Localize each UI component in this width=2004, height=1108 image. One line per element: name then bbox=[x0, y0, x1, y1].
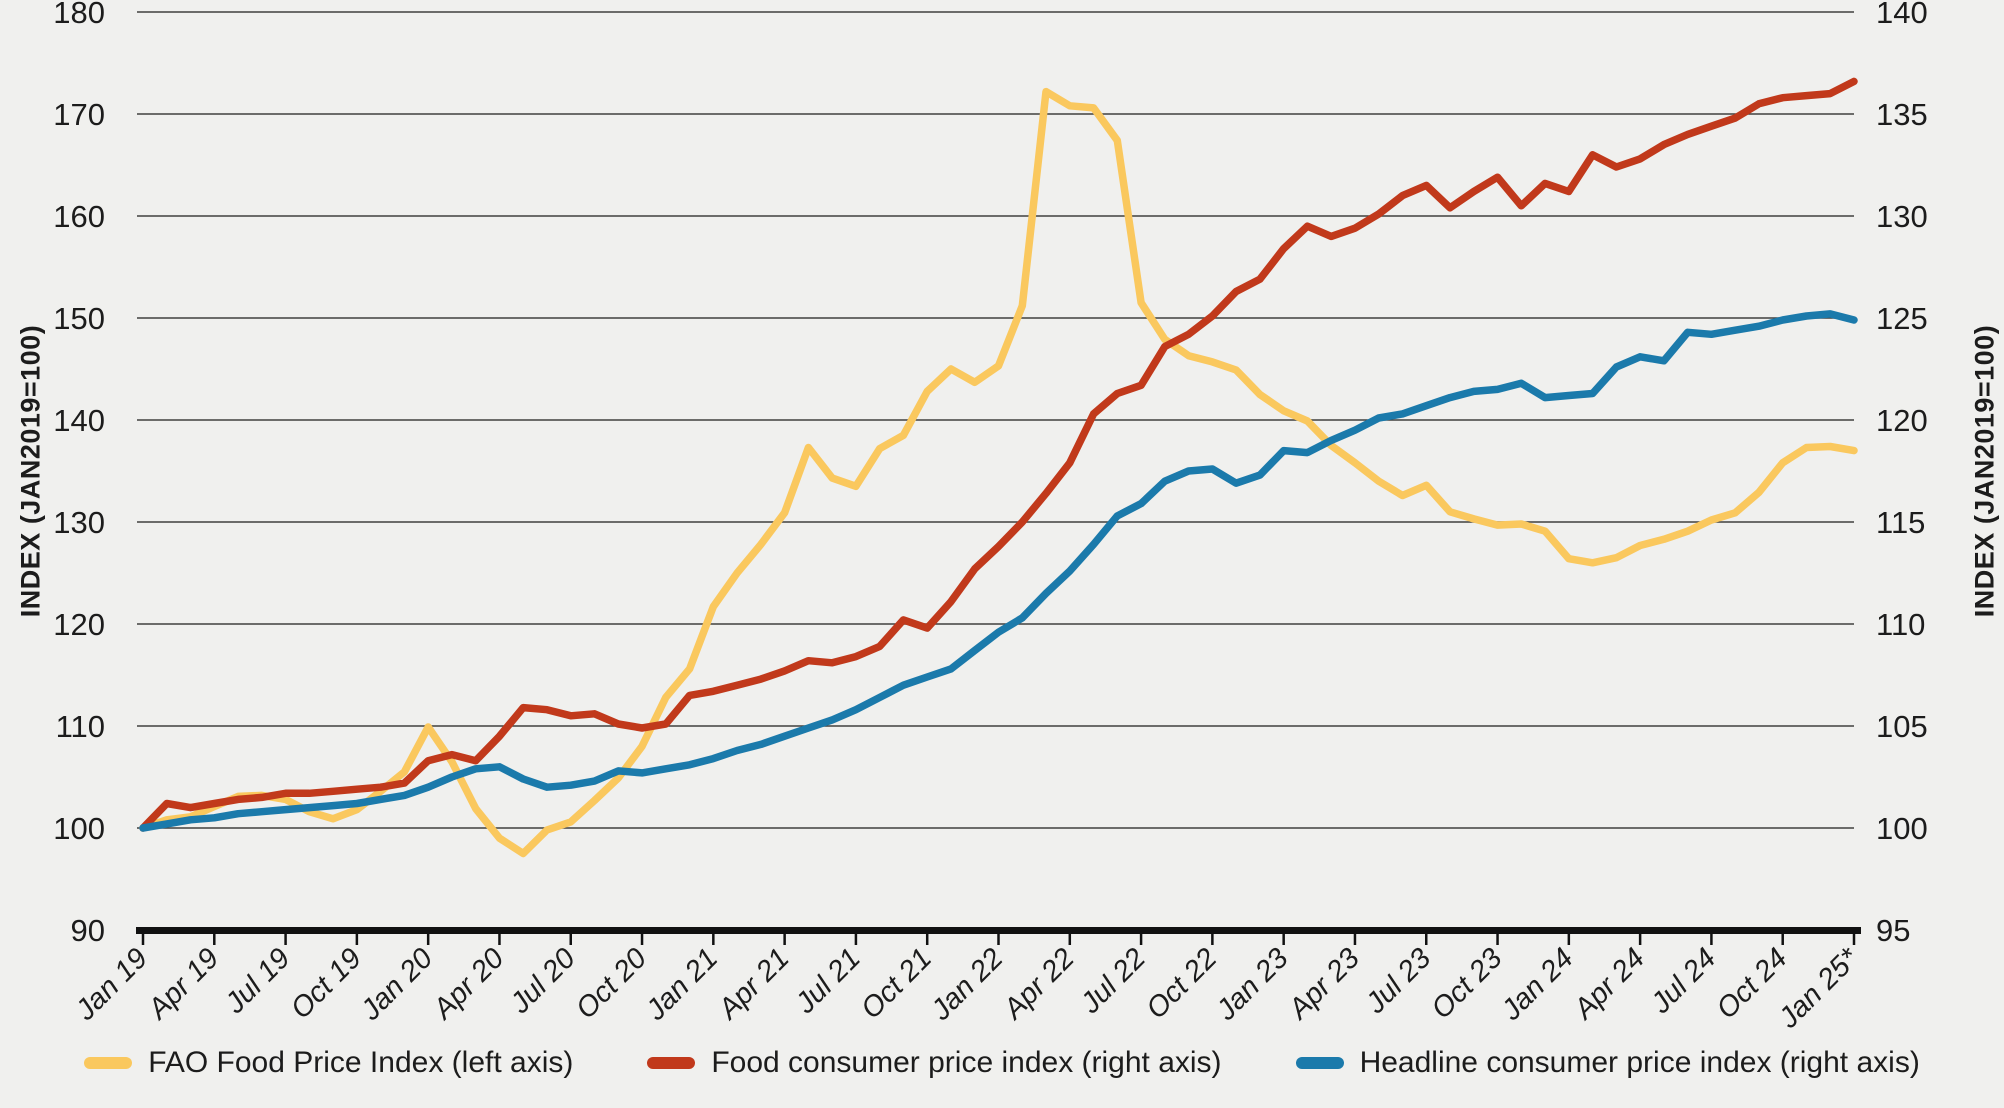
svg-text:Jan 19: Jan 19 bbox=[69, 942, 154, 1027]
svg-text:Apr 20: Apr 20 bbox=[426, 942, 510, 1026]
svg-text:Jul 20: Jul 20 bbox=[504, 942, 582, 1020]
svg-text:180: 180 bbox=[53, 0, 105, 30]
svg-text:Jul 22: Jul 22 bbox=[1074, 942, 1152, 1020]
headline-consumer-price-index-swatch bbox=[1295, 1057, 1344, 1069]
svg-text:100: 100 bbox=[53, 811, 105, 846]
svg-text:120: 120 bbox=[1876, 403, 1928, 438]
legend-label: Headline consumer price index (right axi… bbox=[1359, 1046, 1920, 1079]
x-axis-line bbox=[136, 927, 1861, 934]
svg-text:Apr 19: Apr 19 bbox=[141, 942, 225, 1026]
svg-text:Apr 23: Apr 23 bbox=[1281, 942, 1365, 1026]
svg-text:Jan 24: Jan 24 bbox=[1495, 942, 1580, 1027]
left-axis-title: INDEX (JAN2019=100) bbox=[15, 324, 46, 618]
svg-text:Apr 22: Apr 22 bbox=[996, 942, 1080, 1026]
svg-text:120: 120 bbox=[53, 607, 105, 642]
series-line-headline-consumer-price-index-right-axis bbox=[139, 310, 1858, 832]
svg-text:170: 170 bbox=[53, 97, 105, 132]
svg-text:Jul 24: Jul 24 bbox=[1644, 942, 1722, 1020]
svg-text:Jul 19: Jul 19 bbox=[218, 942, 296, 1020]
svg-text:135: 135 bbox=[1876, 97, 1928, 132]
svg-text:Oct 20: Oct 20 bbox=[570, 942, 653, 1025]
svg-text:Jan 20: Jan 20 bbox=[354, 942, 439, 1027]
svg-text:Oct 21: Oct 21 bbox=[855, 942, 938, 1025]
svg-text:Oct 22: Oct 22 bbox=[1140, 942, 1223, 1025]
svg-text:Jan 21: Jan 21 bbox=[639, 942, 724, 1027]
svg-text:Jul 21: Jul 21 bbox=[789, 942, 867, 1020]
legend-item-food-consumer-price-index: Food consumer price index (right axis) bbox=[647, 1046, 1222, 1080]
svg-text:95: 95 bbox=[1876, 913, 1910, 948]
gridlines bbox=[137, 11, 1854, 829]
svg-text:Jan 25*: Jan 25* bbox=[1772, 941, 1866, 1035]
right-axis-title: INDEX (JAN2019=100) bbox=[1969, 324, 2000, 618]
svg-text:115: 115 bbox=[1876, 505, 1925, 540]
svg-text:Oct 23: Oct 23 bbox=[1425, 942, 1508, 1025]
svg-text:125: 125 bbox=[1876, 301, 1928, 336]
x-axis-ticks bbox=[141, 933, 1856, 945]
svg-text:160: 160 bbox=[53, 199, 105, 234]
svg-text:130: 130 bbox=[53, 505, 105, 540]
svg-text:140: 140 bbox=[1876, 0, 1928, 30]
svg-text:110: 110 bbox=[56, 709, 105, 744]
legend-item-headline-consumer-price-index: Headline consumer price index (right axi… bbox=[1295, 1046, 1920, 1080]
svg-text:110: 110 bbox=[1876, 607, 1925, 642]
series-line-food-consumer-price-index-right-axis bbox=[139, 77, 1858, 832]
svg-text:Oct 19: Oct 19 bbox=[285, 942, 368, 1025]
svg-text:140: 140 bbox=[53, 403, 105, 438]
series-line-fao-food-price-index-left-axis bbox=[139, 87, 1858, 858]
svg-text:105: 105 bbox=[1876, 709, 1928, 744]
svg-text:90: 90 bbox=[71, 913, 105, 948]
left-axis-tick-labels: 180 170 160 150 140 130 120 110 100 90 bbox=[53, 0, 105, 948]
chart-legend: FAO Food Price Index (left axis) Food co… bbox=[0, 1046, 2004, 1080]
svg-text:Jul 23: Jul 23 bbox=[1359, 942, 1437, 1020]
fao-food-price-index-swatch bbox=[84, 1057, 133, 1069]
svg-text:Jan 22: Jan 22 bbox=[925, 942, 1010, 1027]
legend-label: FAO Food Price Index (left axis) bbox=[148, 1046, 574, 1079]
svg-text:Apr 24: Apr 24 bbox=[1567, 942, 1651, 1026]
food-consumer-price-index-swatch bbox=[647, 1057, 696, 1069]
svg-text:Jan 23: Jan 23 bbox=[1210, 942, 1295, 1027]
svg-text:Apr 21: Apr 21 bbox=[711, 942, 795, 1026]
svg-text:150: 150 bbox=[53, 301, 105, 336]
legend-label: Food consumer price index (right axis) bbox=[711, 1046, 1222, 1079]
line-chart-canvas: 180 170 160 150 140 130 120 110 100 90 140 135 130 12… bbox=[53, 0, 1928, 1035]
legend-item-fao-food-price-index: FAO Food Price Index (left axis) bbox=[84, 1046, 573, 1080]
svg-text:100: 100 bbox=[1876, 811, 1928, 846]
right-axis-tick-labels: 140 135 130 125 120 115 110 105 100 95 bbox=[1876, 0, 1928, 948]
svg-text:130: 130 bbox=[1876, 199, 1928, 234]
